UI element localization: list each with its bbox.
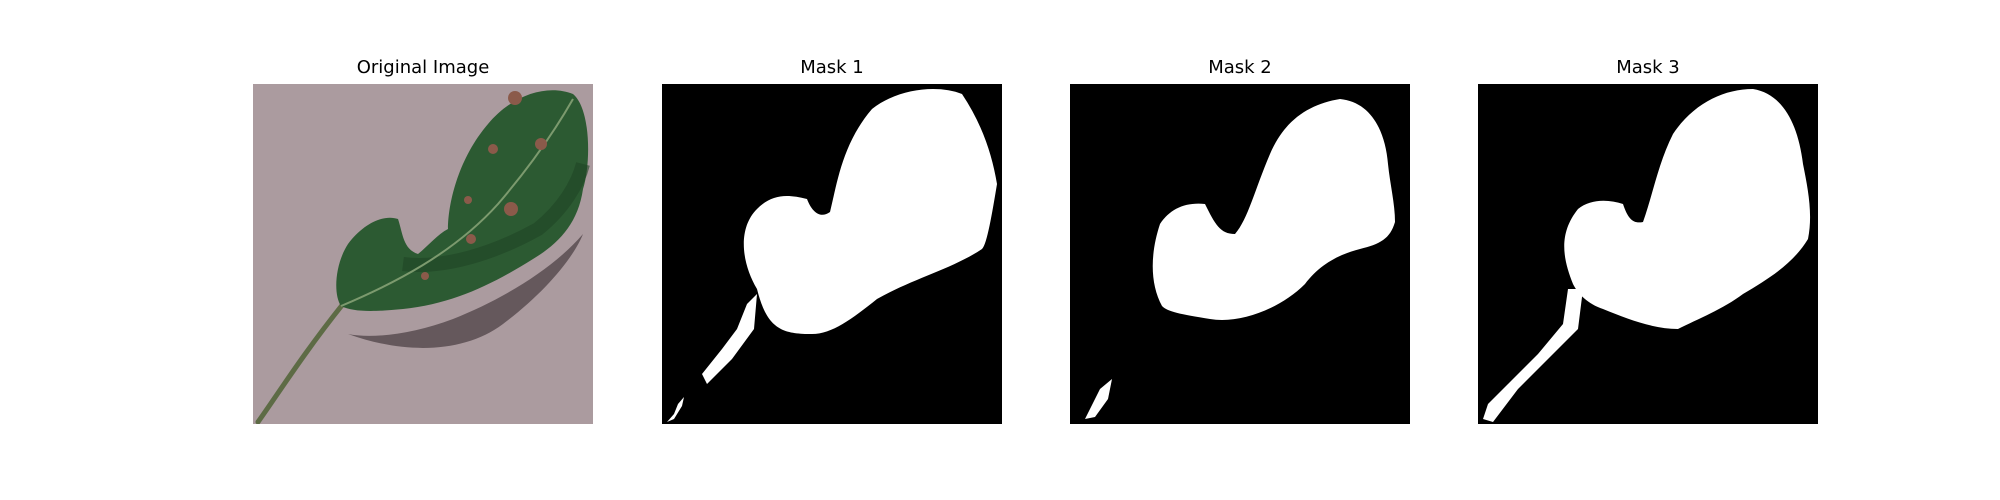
leaf-shadow <box>348 234 583 348</box>
panel-mask-3: Mask 3 <box>1478 0 1818 500</box>
panel-original-image: Original Image <box>253 0 593 500</box>
mask-region <box>1564 89 1811 329</box>
panel-title: Original Image <box>356 57 490 78</box>
mask-stem <box>702 294 757 384</box>
mask-region <box>743 89 997 334</box>
panel-mask-1: Mask 1 <box>662 0 1002 500</box>
original-image <box>253 84 593 424</box>
leaf-spot <box>488 144 498 154</box>
leaf-spot <box>464 196 472 204</box>
mask-2-image <box>1070 84 1410 424</box>
leaf-spot <box>466 234 476 244</box>
panel-title: Mask 1 <box>800 57 864 78</box>
panel-title: Mask 3 <box>1616 57 1680 78</box>
leaf-spot <box>504 202 518 216</box>
leaf-stem <box>255 301 346 424</box>
panel-title: Mask 2 <box>1208 57 1272 78</box>
mask-region <box>1152 99 1395 320</box>
leaf-midrib <box>340 98 574 307</box>
leaf-spot <box>508 91 522 105</box>
mask-fragment <box>1085 379 1112 419</box>
panel-mask-2: Mask 2 <box>1070 0 1410 500</box>
mask-fragment <box>667 397 684 422</box>
mask-3-image <box>1478 84 1818 424</box>
leaf-body <box>336 90 589 311</box>
mask-1-image <box>662 84 1002 424</box>
mask-stem <box>1483 289 1583 422</box>
leaf-spot <box>535 138 547 150</box>
leaf-spot <box>421 272 429 280</box>
